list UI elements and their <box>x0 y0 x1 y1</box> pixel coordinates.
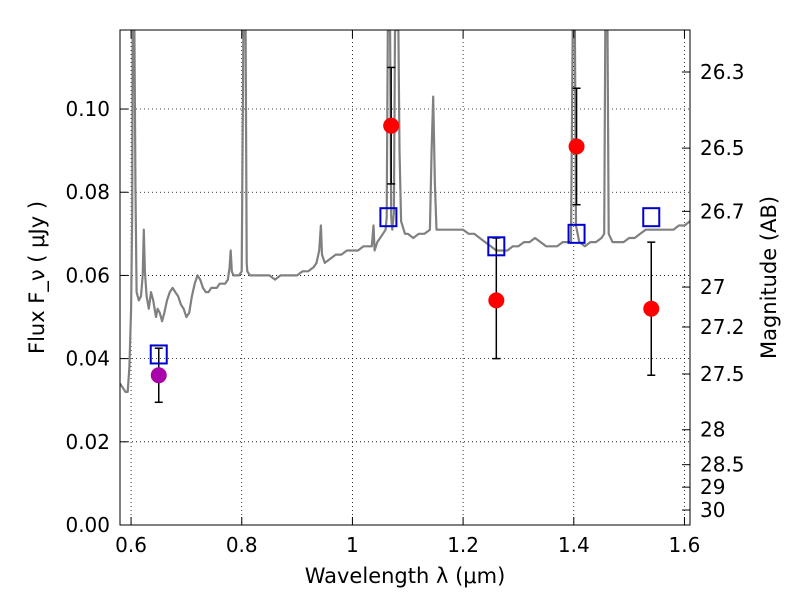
data-point-circle <box>383 117 400 134</box>
right-tick-label: 28.5 <box>700 453 745 477</box>
y-tick-label: 0.00 <box>65 513 110 537</box>
right-tick-label: 27 <box>700 275 725 299</box>
data-point-circle <box>150 367 167 384</box>
y-axis-label: Flux F_ν ( μJy ) <box>25 201 50 354</box>
model-point-square <box>642 207 661 228</box>
x-tick-label: 0.6 <box>115 533 147 557</box>
y-tick-label: 0.10 <box>65 97 110 121</box>
model-spectrum-line <box>120 30 690 393</box>
model-point-square <box>567 223 586 244</box>
markers-layer <box>149 117 661 384</box>
x-tick-label: 0.8 <box>226 533 258 557</box>
data-point-circle <box>568 138 585 155</box>
y-tick-label: 0.08 <box>65 180 110 204</box>
axis-ticks: 0.6 0.8 1 1.2 1.4 1.6 0.00 0.02 0.04 0.06 0.08 0.10… <box>65 30 745 557</box>
x-tick-label: 1.4 <box>558 533 590 557</box>
right-tick-label: 28 <box>700 418 725 442</box>
x-tick-label: 1 <box>346 533 359 557</box>
right-tick-label: 30 <box>700 498 725 522</box>
y-tick-label: 0.06 <box>65 263 110 287</box>
x-tick-label: 1.2 <box>447 533 479 557</box>
model-spectrum-layer <box>120 30 690 393</box>
right-tick-label: 29 <box>700 475 725 499</box>
y-tick-label: 0.02 <box>65 430 110 454</box>
right-tick-label: 26.3 <box>700 60 745 84</box>
y-tick-label: 0.04 <box>65 347 110 371</box>
x-tick-label: 1.6 <box>669 533 701 557</box>
x-axis-label: Wavelength λ (μm) <box>305 564 506 588</box>
plot-frame <box>119 29 691 526</box>
right-tick-label: 26.7 <box>700 199 745 223</box>
right-tick-label: 26.5 <box>700 136 745 160</box>
right-tick-label: 27.5 <box>700 362 745 386</box>
model-point-square <box>379 207 398 228</box>
model-point-square <box>149 344 168 365</box>
right-tick-label: 27.2 <box>700 315 745 339</box>
model-point-square <box>487 236 506 257</box>
right-axis-label: Magnitude (AB) <box>757 196 781 359</box>
data-point-circle <box>643 300 660 317</box>
data-point-circle <box>488 292 505 309</box>
